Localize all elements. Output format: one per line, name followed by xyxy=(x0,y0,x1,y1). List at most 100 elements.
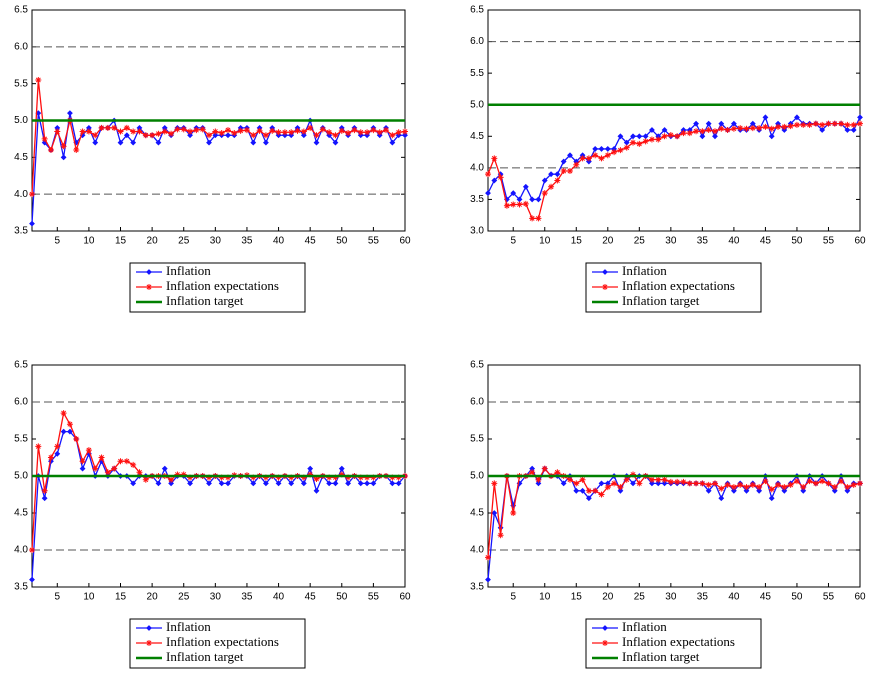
point-marker xyxy=(573,161,580,168)
point-marker xyxy=(762,478,769,485)
point-marker xyxy=(73,436,80,442)
x-tick-label: 10 xyxy=(83,592,95,603)
point-marker xyxy=(389,474,396,481)
point-marker xyxy=(554,177,561,184)
point-marker xyxy=(98,124,105,131)
y-tick-label: 3.5 xyxy=(470,582,484,593)
point-marker xyxy=(497,532,504,539)
point-marker xyxy=(604,152,611,159)
point-marker xyxy=(730,487,737,494)
point-marker xyxy=(231,130,238,137)
y-tick-label: 4.5 xyxy=(14,508,28,519)
point-marker xyxy=(168,130,175,137)
point-marker xyxy=(345,480,352,487)
point-marker xyxy=(743,487,750,494)
point-marker xyxy=(661,127,668,133)
series-line xyxy=(487,115,861,201)
legend-label: Inflation target xyxy=(166,649,244,664)
point-marker xyxy=(338,465,345,472)
point-marker xyxy=(212,132,219,139)
point-marker xyxy=(705,481,712,488)
point-marker xyxy=(370,474,377,481)
point-marker xyxy=(730,125,737,132)
plot-frame xyxy=(487,9,861,232)
legend-label: Inflation xyxy=(622,263,667,278)
point-marker xyxy=(781,123,788,130)
point-marker xyxy=(111,124,118,131)
point-marker xyxy=(857,114,863,121)
point-marker xyxy=(548,171,554,178)
x-tick-label: 15 xyxy=(115,592,127,603)
point-marker xyxy=(250,139,257,146)
x-tick-label: 20 xyxy=(147,236,159,247)
x-tick-label: 55 xyxy=(368,592,380,603)
point-marker xyxy=(781,484,788,491)
y-tick-label: 4.5 xyxy=(470,508,484,519)
point-marker xyxy=(617,487,624,494)
series-line xyxy=(487,122,861,220)
point-marker xyxy=(831,487,838,494)
point-marker xyxy=(579,476,586,483)
point-marker xyxy=(54,450,61,457)
point-marker xyxy=(730,484,737,491)
point-marker xyxy=(281,129,288,136)
point-marker xyxy=(485,576,491,583)
y-tick-label: 5.5 xyxy=(14,434,28,445)
legend-marker xyxy=(146,269,152,275)
legend-marker xyxy=(146,625,152,631)
point-marker xyxy=(522,183,529,190)
point-marker xyxy=(218,480,225,487)
x-tick-label: 50 xyxy=(791,236,803,247)
point-marker xyxy=(838,478,845,485)
point-marker xyxy=(326,480,333,487)
legend-label: Inflation expectations xyxy=(166,634,279,649)
point-marker xyxy=(857,120,863,127)
point-marker xyxy=(812,480,819,487)
point-marker xyxy=(345,130,352,137)
point-marker xyxy=(630,133,636,140)
x-tick-label: 15 xyxy=(571,592,583,603)
point-marker xyxy=(844,121,851,128)
point-marker xyxy=(288,480,295,487)
point-marker xyxy=(41,495,48,502)
point-marker xyxy=(67,110,73,117)
point-marker xyxy=(630,139,637,146)
point-marker xyxy=(674,133,681,140)
point-marker xyxy=(168,476,175,483)
point-marker xyxy=(130,128,137,135)
point-marker xyxy=(123,458,130,465)
y-tick-label: 5.5 xyxy=(470,434,484,445)
legend-label: Inflation xyxy=(622,619,667,634)
x-tick-label: 35 xyxy=(697,236,709,247)
y-tick-label: 6.5 xyxy=(14,360,28,371)
x-tick-label: 25 xyxy=(634,592,646,603)
point-marker xyxy=(825,120,832,127)
point-marker xyxy=(510,201,517,208)
x-tick-label: 30 xyxy=(665,236,677,247)
point-marker xyxy=(338,471,345,478)
y-tick-label: 6.0 xyxy=(14,397,28,408)
point-marker xyxy=(224,127,231,134)
point-marker xyxy=(674,478,681,485)
x-tick-label: 20 xyxy=(147,592,159,603)
point-marker xyxy=(142,132,149,139)
point-marker xyxy=(155,130,162,137)
point-marker xyxy=(857,480,863,487)
point-marker xyxy=(649,480,655,487)
point-marker xyxy=(529,469,536,476)
point-marker xyxy=(218,130,225,137)
point-marker xyxy=(793,121,800,128)
y-tick-label: 3.5 xyxy=(470,194,484,205)
point-marker xyxy=(29,220,35,227)
point-marker xyxy=(794,114,800,121)
point-marker xyxy=(617,133,624,140)
point-marker xyxy=(389,139,396,146)
point-marker xyxy=(838,120,845,127)
point-marker xyxy=(712,133,718,140)
series-line xyxy=(31,430,406,580)
point-marker xyxy=(598,491,605,498)
point-marker xyxy=(491,155,498,162)
legend-label: Inflation expectations xyxy=(166,278,279,293)
point-marker xyxy=(611,149,618,156)
point-marker xyxy=(787,123,794,130)
